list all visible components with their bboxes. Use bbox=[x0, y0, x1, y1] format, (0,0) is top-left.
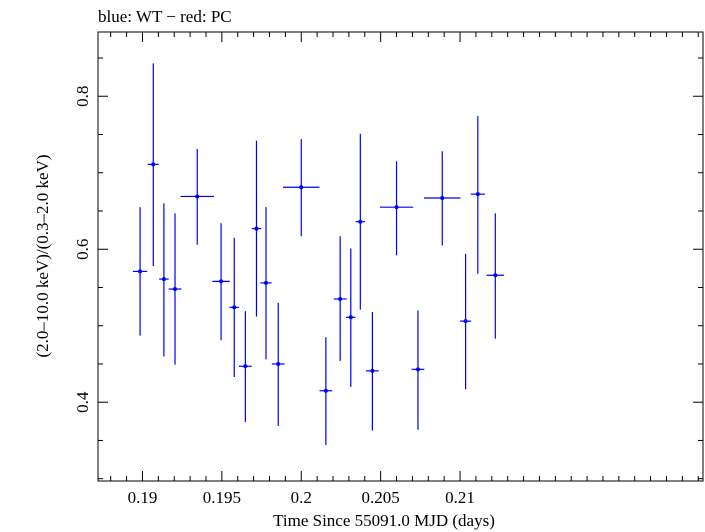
data-marker bbox=[348, 315, 353, 320]
x-tick-label: 0.195 bbox=[203, 488, 241, 507]
x-axis: 0.19 0.195 0.2 0.205 0.21 bbox=[110, 32, 699, 507]
data-point bbox=[424, 151, 461, 246]
data-marker bbox=[195, 194, 200, 199]
data-point bbox=[355, 133, 366, 310]
x-tick-label: 0.19 bbox=[128, 488, 158, 507]
data-point bbox=[180, 149, 214, 245]
y-tick-label: 0.6 bbox=[73, 239, 92, 260]
x-axis-label: Time Since 55091.0 MJD (days) bbox=[273, 511, 495, 530]
data-marker bbox=[358, 219, 363, 224]
data-point bbox=[168, 213, 182, 365]
data-point bbox=[239, 311, 252, 423]
y-tick-label: 0.4 bbox=[73, 391, 92, 413]
data-marker bbox=[493, 273, 498, 278]
data-point bbox=[411, 310, 425, 430]
data-point bbox=[319, 337, 333, 446]
y-tick-label: 0.8 bbox=[73, 86, 92, 107]
data-point bbox=[251, 140, 262, 317]
data-marker bbox=[138, 269, 143, 274]
data-marker bbox=[299, 185, 304, 190]
data-marker bbox=[173, 287, 178, 292]
data-point bbox=[147, 63, 159, 267]
data-marker bbox=[323, 388, 328, 393]
data-point bbox=[260, 207, 272, 360]
y-axis: 0.4 0.6 0.8 bbox=[73, 57, 703, 480]
data-marker bbox=[415, 367, 420, 372]
data-marker bbox=[151, 162, 156, 167]
data-point bbox=[346, 248, 356, 387]
data-series-0 bbox=[132, 63, 505, 446]
data-marker bbox=[232, 305, 237, 310]
data-point bbox=[159, 203, 169, 357]
data-marker bbox=[254, 226, 259, 231]
data-point bbox=[366, 311, 379, 431]
chart-title: blue: WT − red: PC bbox=[98, 7, 232, 26]
data-marker bbox=[161, 277, 166, 282]
data-point bbox=[470, 116, 485, 274]
data-marker bbox=[440, 195, 445, 200]
data-marker bbox=[370, 368, 375, 373]
data-point bbox=[212, 223, 230, 341]
y-axis-label: (2.0–10.0 keV)/(0.3–2.0 keV) bbox=[33, 154, 52, 357]
data-point bbox=[271, 302, 285, 426]
data-point bbox=[486, 213, 505, 339]
data-marker bbox=[276, 361, 281, 366]
data-point bbox=[229, 237, 240, 377]
data-marker bbox=[219, 279, 224, 284]
data-marker bbox=[338, 296, 343, 301]
x-tick-label: 0.205 bbox=[362, 488, 400, 507]
x-tick-label: 0.2 bbox=[291, 488, 312, 507]
data-marker bbox=[475, 192, 480, 197]
data-point bbox=[333, 236, 347, 361]
data-marker bbox=[264, 280, 269, 285]
data-marker bbox=[243, 364, 248, 369]
data-point bbox=[379, 161, 414, 256]
x-tick-label: 0.21 bbox=[445, 488, 475, 507]
data-point bbox=[460, 253, 472, 390]
data-point bbox=[132, 207, 148, 336]
data-point bbox=[282, 139, 320, 237]
plot-frame bbox=[97, 31, 704, 482]
data-marker bbox=[463, 319, 468, 324]
data-marker bbox=[394, 205, 399, 210]
